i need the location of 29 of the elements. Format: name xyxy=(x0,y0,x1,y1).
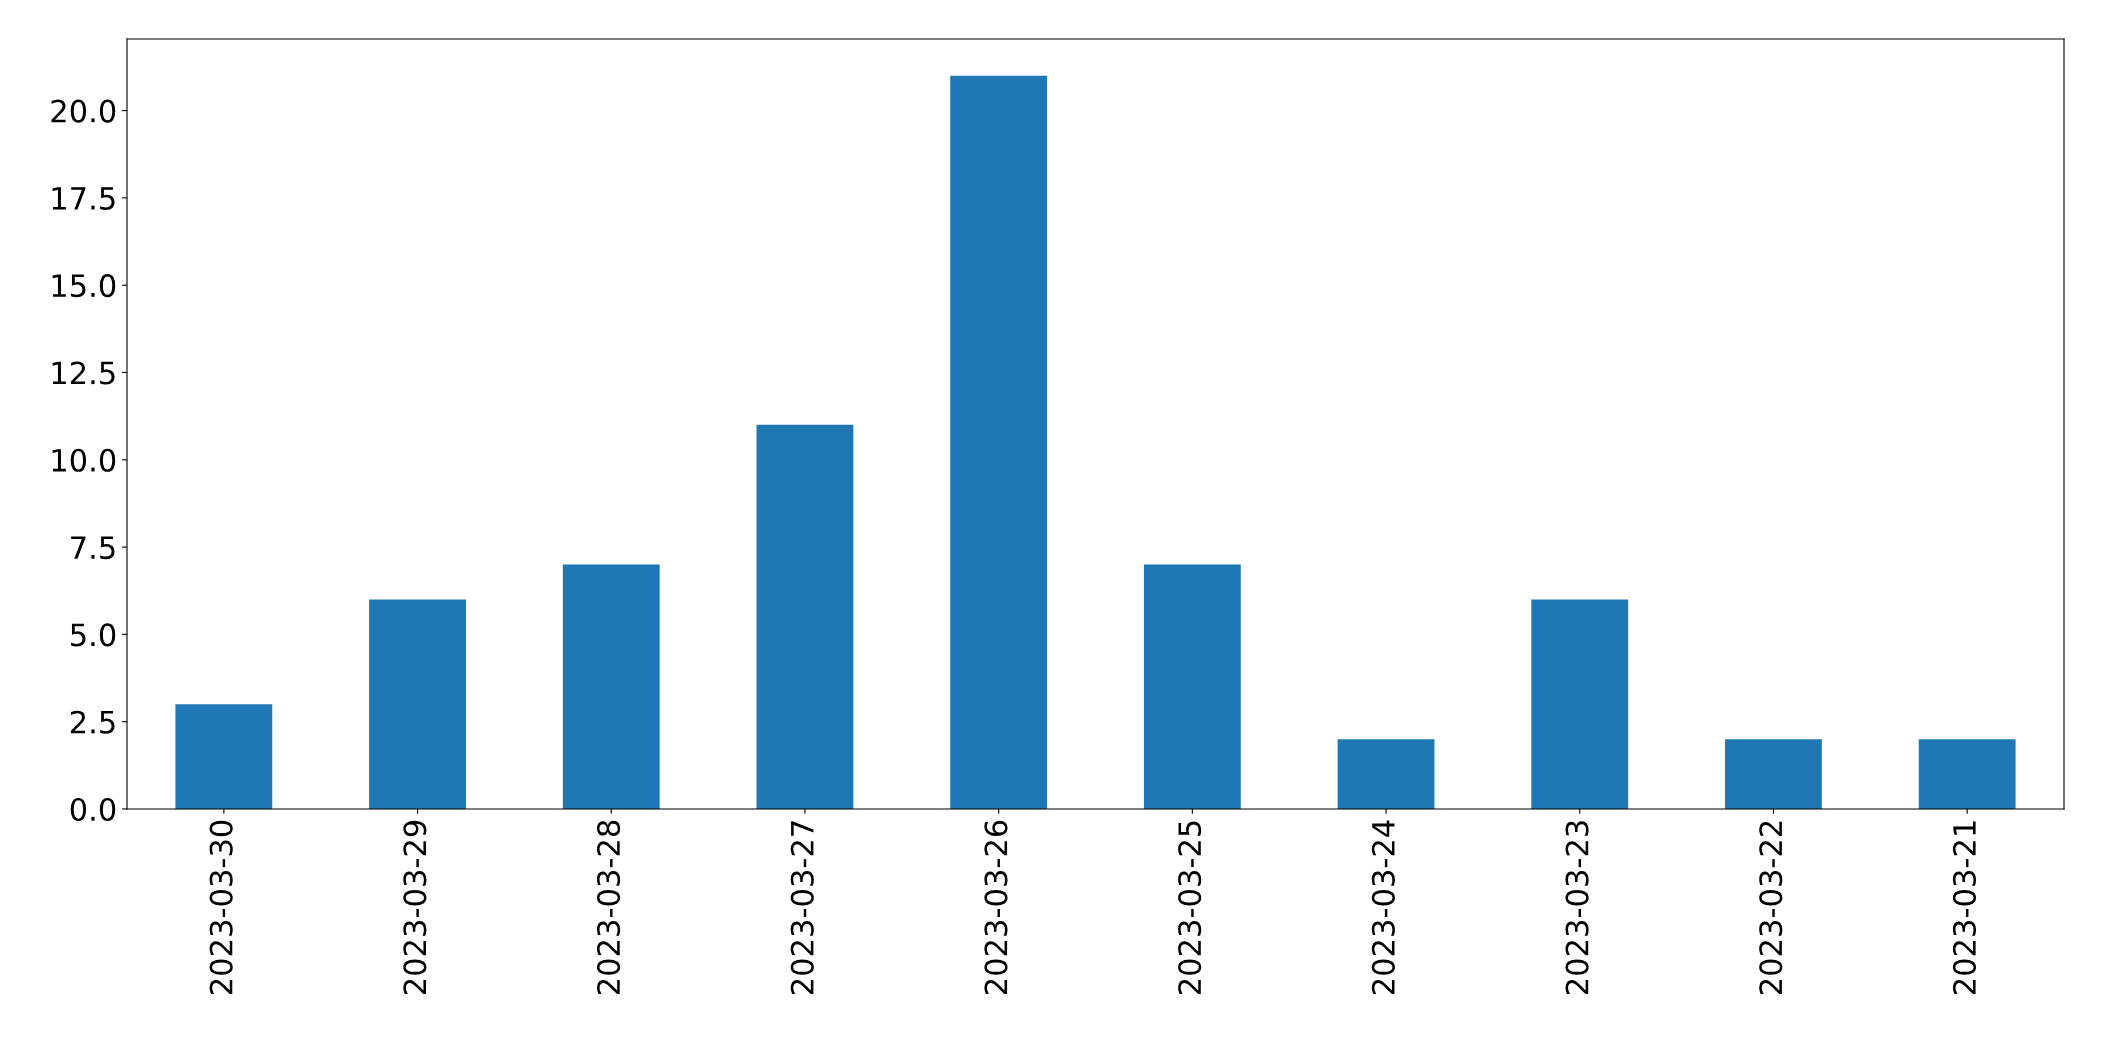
x-tick-label: 2023-03-27 xyxy=(790,821,814,995)
bar xyxy=(562,564,660,809)
x-tick-label: 2023-03-25 xyxy=(1178,821,1202,995)
bar xyxy=(1531,599,1629,809)
y-tick-label: 12.5 xyxy=(52,361,115,385)
bar xyxy=(756,424,854,809)
bar xyxy=(1143,564,1241,809)
bar xyxy=(1918,739,2016,809)
bar xyxy=(369,599,466,809)
y-tick-label: 2.5 xyxy=(70,710,115,734)
x-tick-label: 2023-03-22 xyxy=(1759,821,1783,995)
bar xyxy=(950,75,1048,809)
y-tick-label: 15.0 xyxy=(52,274,116,298)
bar xyxy=(1337,739,1435,809)
bar xyxy=(175,704,273,809)
y-tick-label: 17.5 xyxy=(52,187,115,210)
x-tick-label: 2023-03-29 xyxy=(403,820,427,995)
y-tick-label: 20.0 xyxy=(51,99,116,123)
y-tick-label: 5.0 xyxy=(71,623,116,647)
bar xyxy=(1725,739,1822,809)
x-tick-label: 2023-03-26 xyxy=(984,820,1008,995)
x-tick-label: 2023-03-23 xyxy=(1565,821,1589,995)
y-tick-label: 10.0 xyxy=(52,448,116,472)
x-tick-label: 2023-03-28 xyxy=(597,820,621,995)
x-tick-label: 2023-03-21 xyxy=(1952,821,1977,995)
x-tick-label: 2023-03-24 xyxy=(1371,820,1395,995)
x-tick-label: 2023-03-30 xyxy=(209,820,233,995)
y-tick-label: 7.5 xyxy=(71,536,115,560)
y-tick-label: 0.0 xyxy=(70,797,116,822)
